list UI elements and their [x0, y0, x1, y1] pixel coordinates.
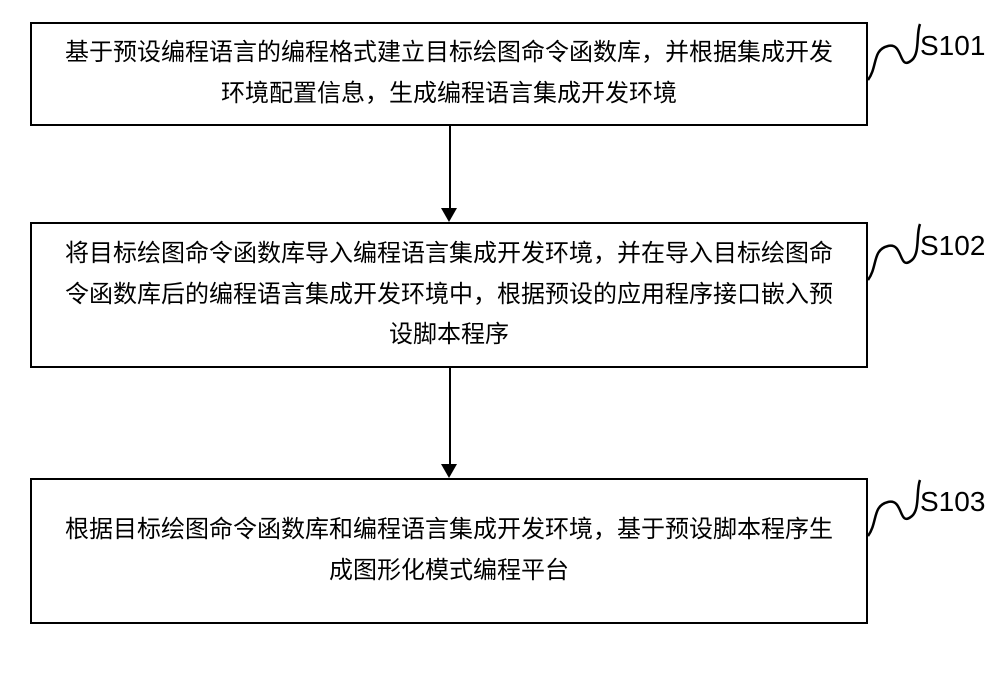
- connector-squiggle: [866, 220, 922, 290]
- arrow-head-icon: [441, 464, 457, 478]
- step-text: 将目标绘图命令函数库导入编程语言集成开发环境，并在导入目标绘图命令函数库后的编程…: [60, 234, 838, 356]
- step-text: 基于预设编程语言的编程格式建立目标绘图命令函数库，并根据集成开发环境配置信息，生…: [60, 33, 838, 115]
- arrow-head-icon: [441, 208, 457, 222]
- step-box-s101: 基于预设编程语言的编程格式建立目标绘图命令函数库，并根据集成开发环境配置信息，生…: [30, 22, 868, 126]
- step-label-text: S101: [920, 30, 985, 61]
- connector-squiggle: [866, 476, 922, 546]
- step-label-text: S103: [920, 486, 985, 517]
- connector-squiggle: [866, 20, 922, 90]
- step-label-s101: S101: [920, 30, 985, 62]
- step-label-s103: S103: [920, 486, 985, 518]
- step-label-text: S102: [920, 230, 985, 261]
- step-box-s103: 根据目标绘图命令函数库和编程语言集成开发环境，基于预设脚本程序生成图形化模式编程…: [30, 478, 868, 624]
- flowchart-canvas: { "diagram": { "type": "flowchart", "bac…: [0, 0, 1000, 680]
- step-text: 根据目标绘图命令函数库和编程语言集成开发环境，基于预设脚本程序生成图形化模式编程…: [60, 510, 838, 592]
- step-box-s102: 将目标绘图命令函数库导入编程语言集成开发环境，并在导入目标绘图命令函数库后的编程…: [30, 222, 868, 368]
- arrow-line: [449, 368, 451, 464]
- step-label-s102: S102: [920, 230, 985, 262]
- arrow-line: [449, 126, 451, 208]
